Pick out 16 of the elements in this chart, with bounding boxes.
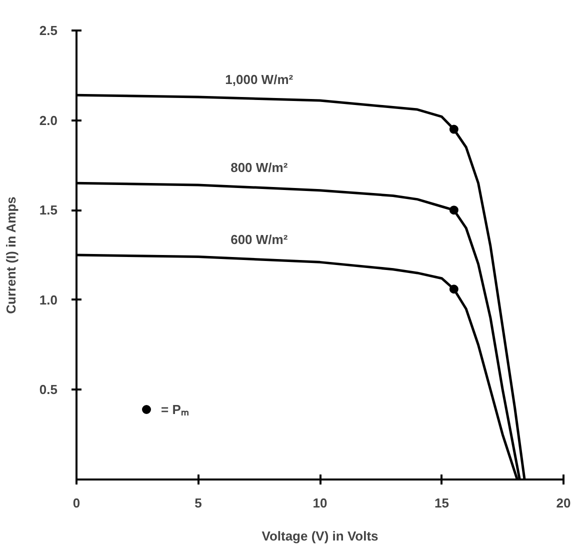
x-tick-label: 15 xyxy=(434,496,449,510)
series-label: 1,000 W/m² xyxy=(225,72,294,87)
y-axis-title: Current (I) in Amps xyxy=(3,196,18,314)
x-tick-label: 20 xyxy=(556,496,571,510)
x-tick-label: 10 xyxy=(312,496,328,510)
y-tick-label: 2.0 xyxy=(39,112,58,128)
y-tick-label: 1.5 xyxy=(39,202,58,218)
y-tick-label: 1.0 xyxy=(39,292,58,308)
legend-label: = Pₘ xyxy=(161,401,189,418)
y-tick-label: 2.5 xyxy=(39,23,58,38)
series-label: 800 W/m² xyxy=(230,160,288,175)
x-tick-label: 5 xyxy=(194,496,202,510)
x-axis-title: Voltage (V) in Volts xyxy=(262,528,378,544)
series-label: 600 W/m² xyxy=(230,232,288,247)
x-tick-label: 0 xyxy=(72,496,80,510)
y-tick-label: 0.5 xyxy=(39,382,58,398)
